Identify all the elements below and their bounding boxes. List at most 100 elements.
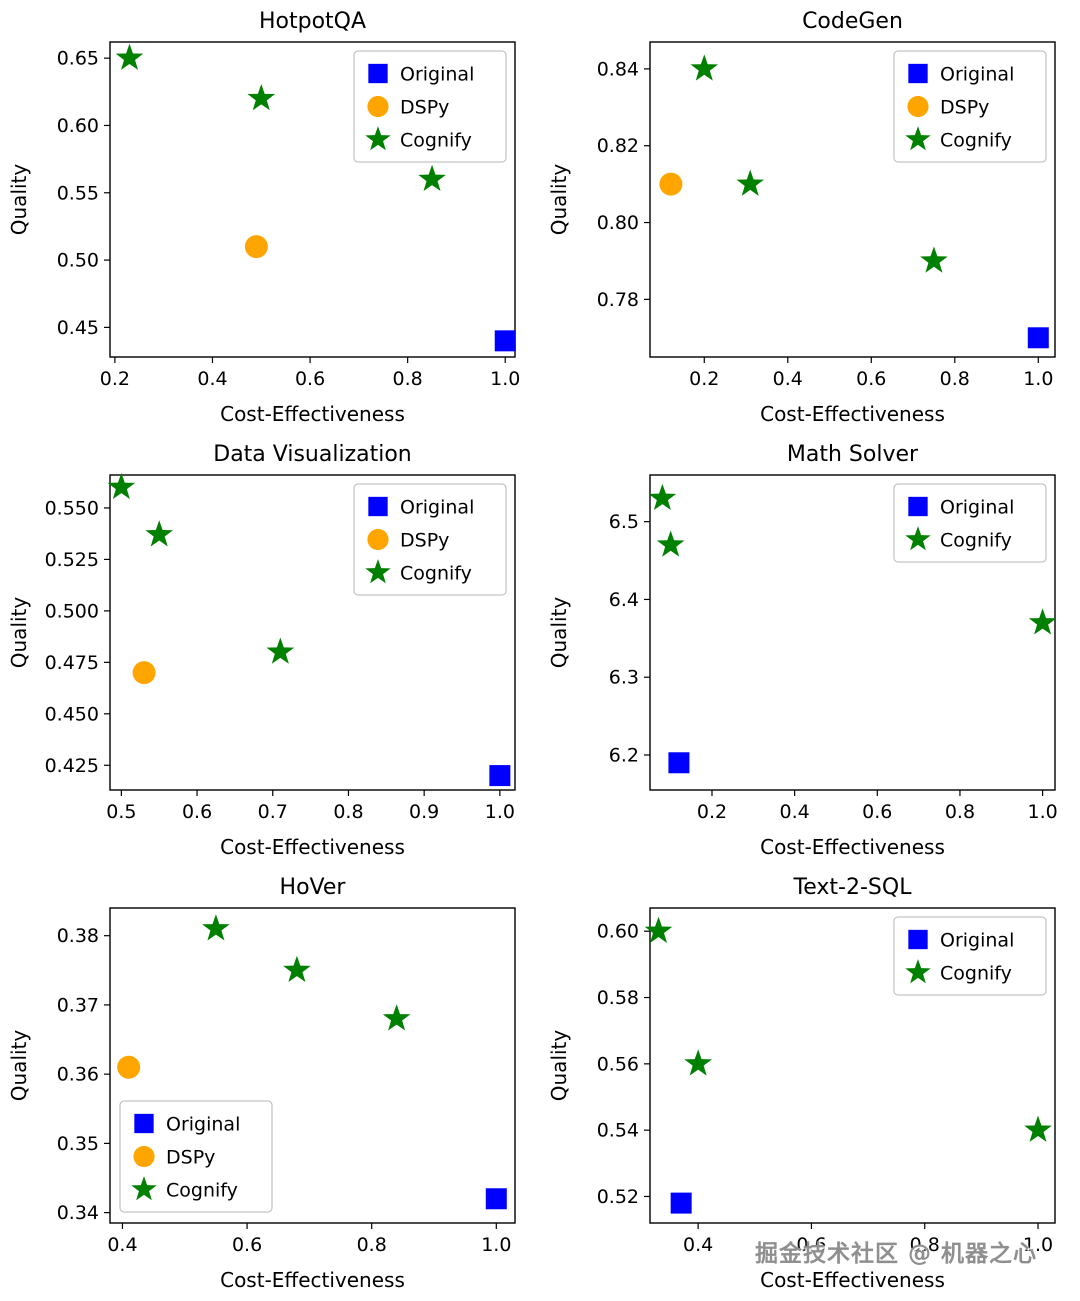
data-point-cognify: [648, 483, 677, 511]
data-point-original: [489, 765, 511, 787]
legend-label: DSPy: [400, 97, 449, 119]
y-axis-label: Quality: [547, 1030, 571, 1102]
y-tick-label: 0.56: [597, 1053, 639, 1075]
y-tick-label: 0.36: [57, 1064, 99, 1086]
figure-data-visualization: 0.5 0.6 0.7 0.8 0.9 1.0 0.425 0.450 0.475 0.500 0.…: [0, 433, 540, 866]
x-tick-label: 0.6: [182, 801, 212, 823]
plot-frame: [109, 907, 516, 1224]
data-point-cognify: [382, 1004, 411, 1031]
chart-hover-plot: 0.4 0.6 0.8 1.0 0.34 0.35 0.36 0.37 0.38 HoVer Cos…: [7, 875, 516, 1292]
legend-marker-original: [908, 63, 928, 84]
x-tick-label: 0.8: [945, 801, 975, 823]
legend-box: [893, 916, 1047, 996]
data-point-cognify: [1024, 1115, 1052, 1142]
y-tick-label: 0.60: [57, 115, 99, 137]
chart-title: HoVer: [280, 875, 347, 900]
plot-frame: [649, 41, 1056, 358]
legend-marker-cognify: [365, 126, 391, 151]
y-tick-label: 0.82: [597, 135, 639, 157]
y-axis-label: Quality: [7, 164, 31, 236]
chart-text-2-sql-plot: 0.4 0.6 0.8 1.0 0.52 0.54 0.56 0.58 0.60 Text-2-S…: [547, 875, 1056, 1292]
figure-codegen: 0.2 0.4 0.6 0.8 1.0 0.78 0.80 0.82 0.84 CodeGen Co…: [540, 0, 1080, 433]
y-tick-label: 0.80: [597, 212, 639, 234]
x-axis-label: Cost-Effectiveness: [760, 835, 945, 859]
x-tick-label: 0.2: [697, 801, 727, 823]
data-point-cognify: [266, 637, 295, 664]
legend-marker-cognify: [905, 126, 931, 151]
legend-label: Cognify: [166, 1180, 238, 1202]
legend-label: Original: [940, 930, 1014, 952]
data-point-dspy: [659, 172, 683, 196]
data-point-cognify: [247, 84, 276, 111]
chart-title: Data Visualization: [213, 442, 411, 467]
x-tick-label: 0.4: [107, 1234, 137, 1256]
data-point-cognify: [202, 914, 230, 941]
data-point-dspy: [117, 1055, 141, 1079]
legend-label: Original: [400, 497, 474, 519]
x-axis-label: Cost-Effectiveness: [220, 402, 405, 426]
data-point-original: [485, 1188, 507, 1210]
figure-hover: 0.4 0.6 0.8 1.0 0.34 0.35 0.36 0.37 0.38 HoVer Cos…: [0, 866, 540, 1299]
legend-label: Original: [400, 64, 474, 86]
legend-marker-dspy: [367, 528, 389, 551]
data-point-cognify: [920, 246, 948, 273]
y-tick-label: 0.60: [597, 921, 639, 943]
y-tick-label: 0.65: [57, 48, 99, 70]
x-axis-label: Cost-Effectiveness: [220, 1268, 405, 1292]
x-tick-label: 0.8: [940, 368, 970, 390]
figure-math-solver: 0.2 0.4 0.6 0.8 1.0 6.2 6.3 6.4 6.5 Math Solver Co…: [540, 433, 1080, 866]
x-tick-label: 0.4: [197, 368, 227, 390]
plot-frame: [649, 907, 1056, 1224]
legend-label: DSPy: [400, 530, 449, 552]
plot-frame: [649, 474, 1056, 791]
legend-label: Cognify: [940, 530, 1012, 552]
x-tick-label: 0.8: [333, 801, 363, 823]
y-tick-label: 0.550: [45, 497, 99, 519]
legend-marker-cognify: [131, 1176, 157, 1201]
x-tick-label: 0.6: [295, 368, 325, 390]
y-tick-label: 0.45: [57, 317, 99, 339]
y-axis-label: Quality: [7, 1030, 31, 1102]
x-tick-label: 0.5: [106, 801, 136, 823]
y-tick-label: 6.2: [609, 745, 639, 767]
y-tick-label: 0.55: [57, 182, 99, 204]
x-tick-label: 0.8: [357, 1234, 387, 1256]
x-tick-label: 0.6: [856, 368, 886, 390]
legend-marker-original: [908, 496, 928, 517]
data-point-original: [670, 1192, 692, 1214]
x-tick-label: 0.6: [232, 1234, 262, 1256]
data-point-dspy: [132, 661, 156, 685]
legend-marker-dspy: [133, 1145, 155, 1168]
legend-marker-original: [134, 1113, 154, 1134]
legend-marker-cognify: [365, 559, 391, 584]
data-point-cognify: [115, 43, 144, 70]
x-tick-label: 0.4: [780, 801, 810, 823]
y-tick-label: 0.58: [597, 987, 639, 1009]
x-tick-label: 0.2: [689, 368, 719, 390]
legend-marker-cognify: [905, 959, 931, 984]
legend-box: [893, 483, 1047, 563]
data-point-cognify: [644, 916, 673, 943]
chart-codegen-plot: 0.2 0.4 0.6 0.8 1.0 0.78 0.80 0.82 0.84 CodeGen Co…: [547, 9, 1056, 426]
legend-marker-cognify: [905, 526, 931, 551]
legend-label: Original: [940, 497, 1014, 519]
y-tick-label: 0.35: [57, 1133, 99, 1155]
y-tick-label: 0.425: [45, 755, 99, 777]
data-point-cognify: [690, 54, 719, 81]
chart-title: CodeGen: [802, 9, 903, 34]
legend-box: [353, 483, 507, 596]
x-tick-label: 0.6: [862, 801, 892, 823]
plot-frame: [109, 41, 516, 358]
data-point-cognify: [107, 472, 136, 500]
y-tick-label: 0.34: [57, 1202, 99, 1224]
legend-label: Cognify: [400, 563, 472, 585]
data-point-cognify: [684, 1049, 712, 1076]
figure-hotpotqa: 0.2 0.4 0.6 0.8 1.0 0.45 0.50 0.55 0.60 0.65 Hotpo…: [0, 0, 540, 433]
legend-marker-original: [908, 929, 928, 950]
data-point-original: [494, 330, 516, 352]
x-tick-label: 1.0: [485, 801, 515, 823]
legend-label: Original: [166, 1114, 240, 1136]
x-tick-label: 1.0: [490, 368, 520, 390]
